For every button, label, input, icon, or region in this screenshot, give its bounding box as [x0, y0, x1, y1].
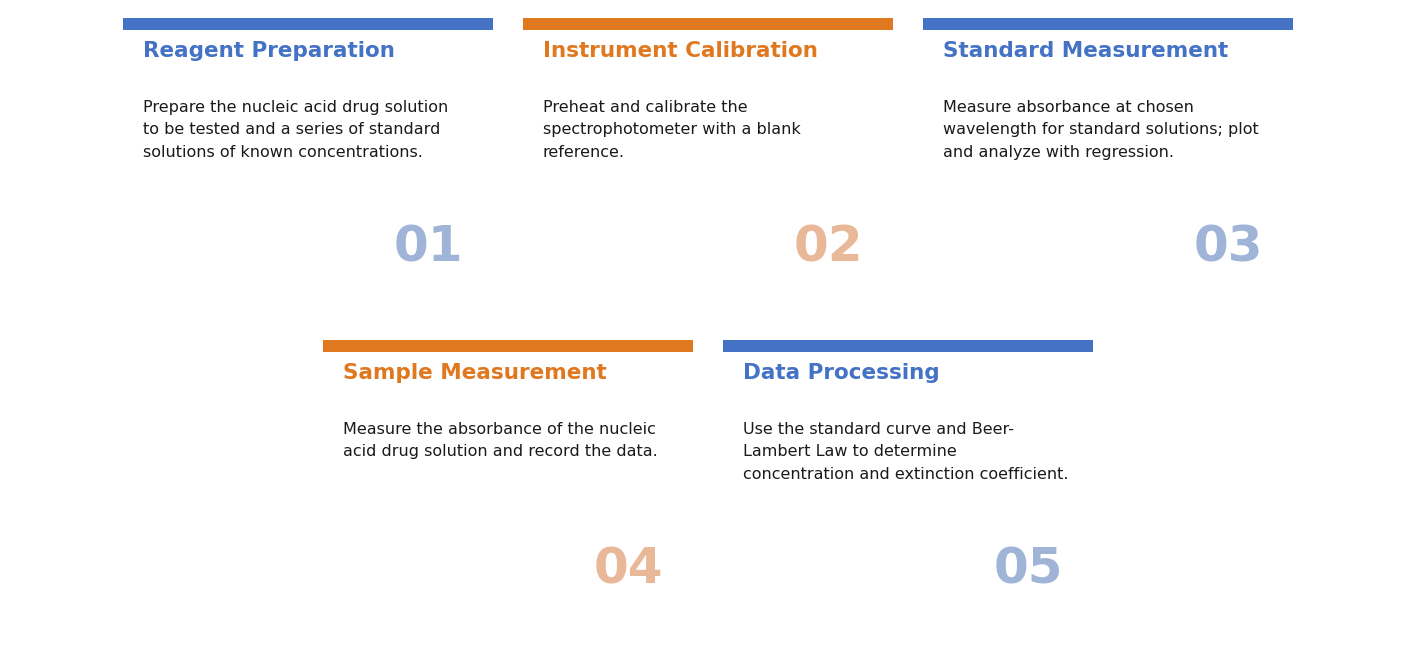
Bar [723, 340, 1092, 352]
Text: Prepare the nucleic acid drug solution
to be tested and a series of standard
sol: Prepare the nucleic acid drug solution t… [143, 101, 449, 160]
Bar [123, 18, 492, 30]
Text: Use the standard curve and Beer-
Lambert Law to determine
concentration and exti: Use the standard curve and Beer- Lambert… [743, 422, 1068, 482]
Text: Instrument Calibration: Instrument Calibration [543, 41, 818, 61]
Text: Standard Measurement: Standard Measurement [942, 41, 1228, 61]
Text: Measure the absorbance of the nucleic
acid drug solution and record the data.: Measure the absorbance of the nucleic ac… [342, 422, 658, 459]
Text: Preheat and calibrate the
spectrophotometer with a blank
reference.: Preheat and calibrate the spectrophotome… [543, 101, 801, 160]
Bar [323, 340, 692, 352]
Text: 05: 05 [993, 546, 1063, 594]
Text: 04: 04 [593, 546, 662, 594]
Text: 02: 02 [794, 224, 863, 272]
Bar [522, 18, 893, 30]
Text: 01: 01 [393, 224, 463, 272]
Text: 03: 03 [1193, 224, 1264, 272]
Text: Sample Measurement: Sample Measurement [342, 363, 607, 383]
Text: Measure absorbance at chosen
wavelength for standard solutions; plot
and analyze: Measure absorbance at chosen wavelength … [942, 101, 1258, 160]
Text: Data Processing: Data Processing [743, 363, 940, 383]
Bar [923, 18, 1292, 30]
Text: Reagent Preparation: Reagent Preparation [143, 41, 395, 61]
